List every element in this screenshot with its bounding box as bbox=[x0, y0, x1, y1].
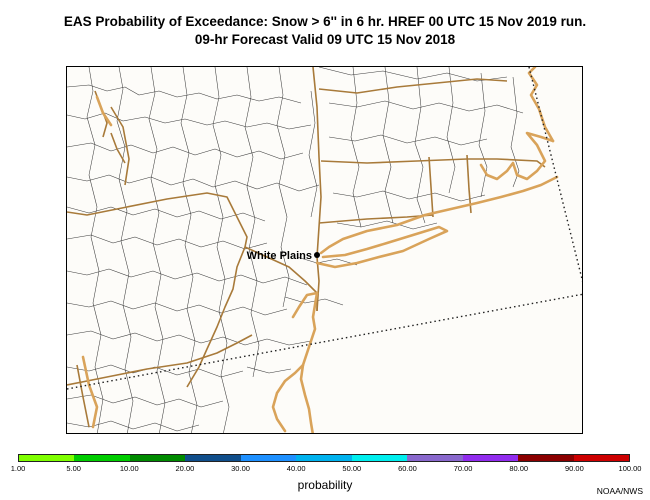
colorbar-tick-label: 1.00 bbox=[10, 464, 26, 473]
colorbar-segment bbox=[185, 455, 241, 461]
colorbar-tick-label: 80.00 bbox=[509, 464, 529, 473]
colorbar-ticks: 1.00 5.00 10.00 20.00 30.00 40.00 50.00 60.00 70… bbox=[0, 464, 650, 476]
colorbar-tick-label: 30.00 bbox=[231, 464, 250, 473]
map-title-line1: EAS Probability of Exceedance: Snow > 6'… bbox=[63, 14, 587, 29]
colorbar-label: probability bbox=[297, 478, 353, 492]
colorbar-tick-label: 20.00 bbox=[175, 464, 195, 473]
city-label: White Plains bbox=[247, 250, 312, 262]
probability-colorbar bbox=[18, 454, 630, 462]
map-title-line2: 09-hr Forecast Valid 09 UTC 15 Nov 2018 bbox=[194, 32, 456, 47]
colorbar-tick-label: 5.00 bbox=[66, 464, 81, 473]
credit-text: NOAA/NWS bbox=[596, 486, 643, 496]
colorbar-tick-label: 50.00 bbox=[342, 464, 362, 473]
colorbar-segment bbox=[573, 455, 629, 461]
colorbar-segment bbox=[129, 455, 186, 461]
colorbar-segment bbox=[462, 455, 519, 461]
colorbar-tick-label: 60.00 bbox=[398, 464, 417, 473]
colorbar-tick-label: 40.00 bbox=[286, 464, 306, 473]
colorbar-segment bbox=[518, 455, 574, 461]
state-boundaries bbox=[67, 67, 546, 428]
colorbar-tick-label: 100.00 bbox=[618, 464, 642, 473]
colorbar-segment bbox=[74, 455, 130, 461]
colorbar-segment bbox=[407, 455, 463, 461]
colorbar-tick-label: 90.00 bbox=[564, 464, 584, 473]
colorbar-segment bbox=[351, 455, 408, 461]
city-marker bbox=[314, 252, 320, 258]
coastline bbox=[81, 67, 559, 433]
colorbar-segment bbox=[240, 455, 297, 461]
colorbar-segment bbox=[296, 455, 352, 461]
grid-lines bbox=[67, 67, 582, 390]
forecast-map: White Plains bbox=[66, 66, 583, 434]
colorbar-tick-label: 10.00 bbox=[119, 464, 139, 473]
map-canvas: White Plains bbox=[67, 67, 582, 433]
colorbar-tick-label: 70.00 bbox=[453, 464, 473, 473]
colorbar-segment bbox=[19, 455, 75, 461]
